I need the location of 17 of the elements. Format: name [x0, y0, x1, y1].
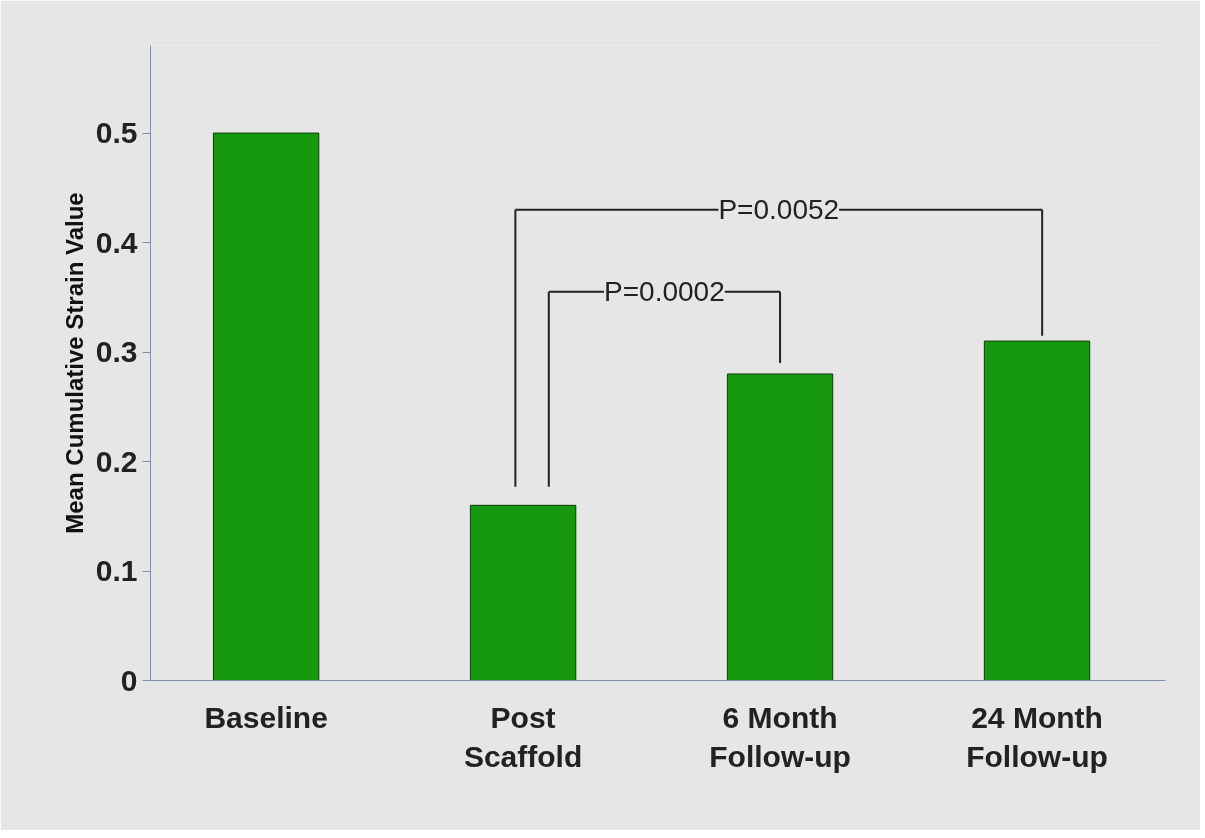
bar: [212, 132, 320, 681]
y-axis-title: Mean Cumulative Strain Value: [60, 192, 88, 534]
annotation: P=0.0052: [718, 194, 840, 226]
x-tick-label: Post Scaffold: [463, 700, 583, 774]
x-tick-label: 24 Month Follow-up: [966, 700, 1108, 774]
x-tick-label: Baseline: [204, 700, 328, 734]
y-tick-label: 0.1: [95, 554, 138, 588]
y-tick-label: 0.4: [95, 225, 138, 259]
y-tick-label: 0.5: [95, 116, 138, 150]
annotation: P=0.0002: [604, 276, 725, 308]
y-tick-label: 0.3: [95, 335, 138, 369]
x-tick-label: 6 Month Follow-up: [709, 700, 851, 774]
y-tick-label: 0: [120, 663, 138, 697]
y-tick-label: 0.2: [95, 444, 138, 478]
bar: [726, 373, 834, 681]
bar: [469, 504, 577, 681]
bar: [983, 340, 1091, 681]
